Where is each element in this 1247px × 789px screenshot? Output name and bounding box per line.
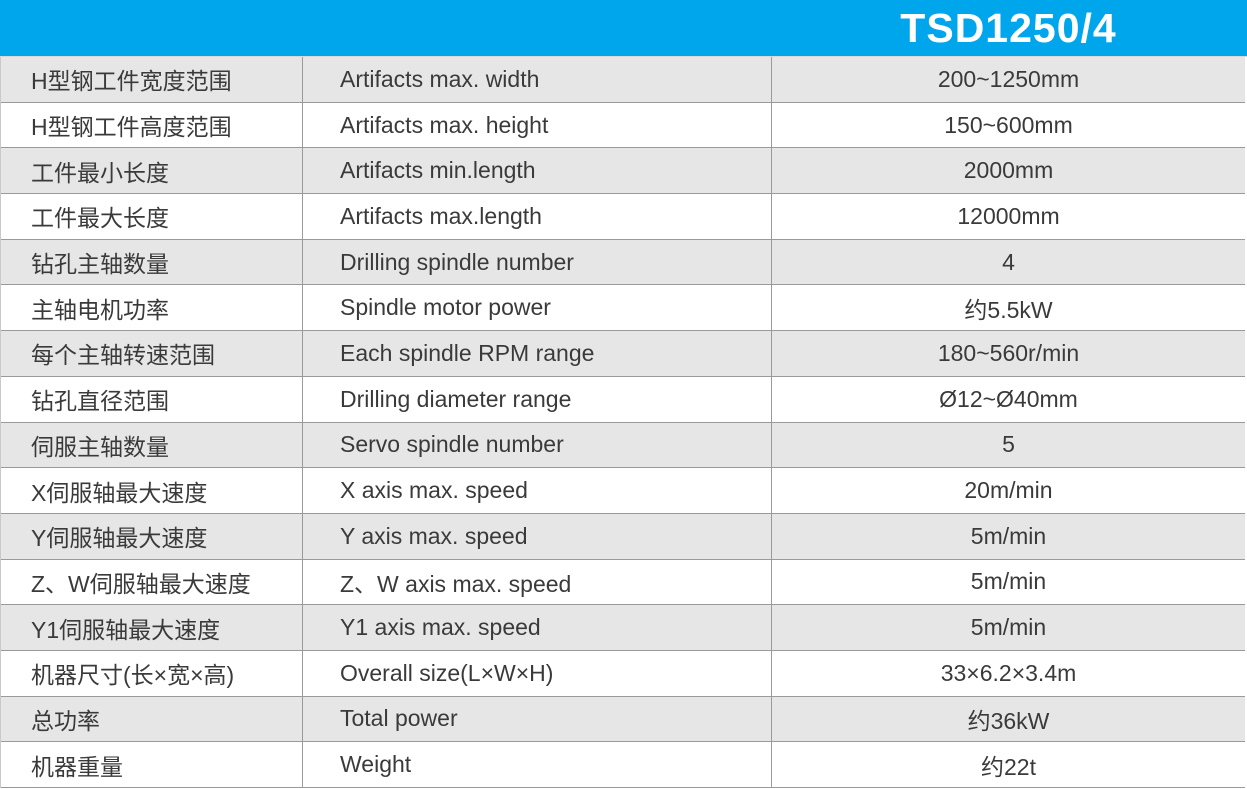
spec-value: 200~1250mm: [937, 65, 1080, 92]
spec-value: 5: [1002, 431, 1015, 458]
spec-value: 约22t: [981, 753, 1036, 780]
table-row: 每个主轴转速范围 Each spindle RPM range 180~560r…: [1, 331, 1245, 377]
table-row: Y1伺服轴最大速度 Y1 axis max. speed 5m/min: [1, 605, 1245, 651]
table-row: H型钢工件宽度范围 Artifacts max. width 200~1250m…: [1, 57, 1245, 103]
table-row: X伺服轴最大速度 X axis max. speed 20m/min: [1, 468, 1245, 514]
spec-value: 180~560r/min: [937, 339, 1080, 366]
spec-value: 150~600mm: [944, 111, 1073, 138]
chinese-label: 钻孔主轴数量: [1, 239, 303, 285]
english-label: Servo spindle number: [303, 422, 772, 468]
english-label: Y1 axis max. speed: [303, 605, 772, 650]
english-label: Spindle motor power: [303, 285, 772, 331]
chinese-label: H型钢工件宽度范围: [1, 57, 303, 102]
english-label: Artifacts max.length: [303, 194, 772, 239]
spec-value: 5m/min: [970, 522, 1047, 549]
table-row: Y伺服轴最大速度 Y axis max. speed 5m/min: [1, 513, 1245, 560]
spec-value: 20m/min: [964, 477, 1053, 504]
chinese-label: 每个主轴转速范围: [1, 331, 303, 376]
english-label: Y axis max. speed: [303, 513, 772, 559]
english-label: Artifacts max. height: [303, 102, 772, 148]
english-label: Drilling diameter range: [303, 376, 772, 422]
chinese-label: Y伺服轴最大速度: [1, 513, 303, 559]
table-row: 工件最大长度 Artifacts max.length 12000mm: [1, 194, 1245, 240]
chinese-label: 主轴电机功率: [1, 285, 303, 331]
model-title: TSD1250/4: [900, 5, 1117, 51]
spec-value: 2000mm: [963, 157, 1054, 184]
english-label: Artifacts max. width: [303, 57, 772, 102]
english-label: X axis max. speed: [303, 468, 772, 513]
chinese-label: 钻孔直径范围: [1, 376, 303, 422]
english-label: Weight: [303, 742, 772, 787]
spec-value: 4: [1002, 248, 1015, 275]
english-label: Total power: [303, 696, 772, 742]
spec-value: Ø12~Ø40mm: [939, 385, 1078, 412]
english-label: Artifacts min.length: [303, 148, 772, 194]
chinese-label: H型钢工件高度范围: [1, 102, 303, 148]
chinese-label: 总功率: [1, 696, 303, 742]
english-label: Each spindle RPM range: [303, 331, 772, 376]
table-row: 主轴电机功率 Spindle motor power 约5.5kW: [1, 285, 1245, 332]
table-row: 钻孔主轴数量 Drilling spindle number 4: [1, 239, 1245, 286]
chinese-label: 工件最小长度: [1, 148, 303, 194]
table-row: Z、W伺服轴最大速度 Z、W axis max. speed 5m/min: [1, 559, 1245, 606]
header-bar: TSD1250/4: [0, 0, 1247, 57]
chinese-label: 工件最大长度: [1, 194, 303, 239]
chinese-label: 伺服主轴数量: [1, 422, 303, 468]
table-row: 总功率 Total power 约36kW: [1, 696, 1245, 743]
spec-value: 约36kW: [967, 707, 1050, 734]
spec-value: 12000mm: [957, 202, 1060, 229]
chinese-label: 机器尺寸(长×宽×高): [1, 650, 303, 696]
spec-value: 5m/min: [970, 614, 1047, 641]
table-row: 伺服主轴数量 Servo spindle number 5: [1, 422, 1245, 469]
chinese-label: X伺服轴最大速度: [1, 468, 303, 513]
english-label: Drilling spindle number: [303, 239, 772, 285]
chinese-label: Y1伺服轴最大速度: [1, 605, 303, 650]
table-row: 钻孔直径范围 Drilling diameter range Ø12~Ø40mm: [1, 376, 1245, 423]
table-row: H型钢工件高度范围 Artifacts max. height 150~600m…: [1, 102, 1245, 149]
table-row: 机器尺寸(长×宽×高) Overall size(L×W×H) 33×6.2×3…: [1, 650, 1245, 697]
english-label: Overall size(L×W×H): [303, 650, 772, 696]
spec-value: 33×6.2×3.4m: [940, 659, 1077, 686]
spec-value: 约5.5kW: [964, 296, 1053, 323]
english-label: Z、W axis max. speed: [303, 559, 772, 605]
chinese-label: Z、W伺服轴最大速度: [1, 559, 303, 605]
chinese-label: 机器重量: [1, 742, 303, 787]
spec-value: 5m/min: [970, 568, 1047, 595]
table-row: 机器重量 Weight 约22t: [1, 742, 1245, 788]
spec-table: H型钢工件宽度范围 Artifacts max. width 200~1250m…: [0, 57, 1245, 788]
table-row: 工件最小长度 Artifacts min.length 2000mm: [1, 148, 1245, 195]
